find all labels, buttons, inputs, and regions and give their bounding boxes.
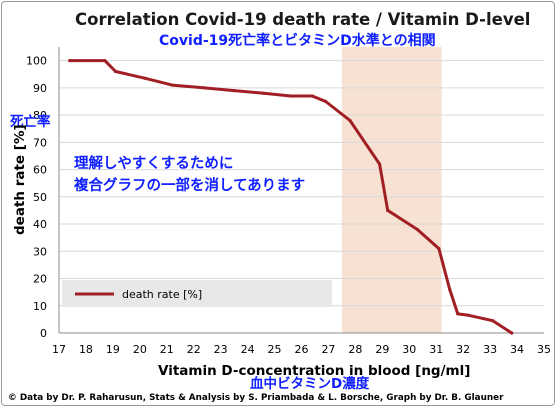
y-tick-labels: 0 10 20 30 40 50 60 70 80 90 100 — [26, 55, 47, 340]
data-point — [378, 162, 382, 166]
chart-subtitle-jp: Covid-19死亡率とビタミンD水準との相関 — [159, 32, 436, 49]
annotation-line-2: 複合グラフの一部を消してあります — [73, 176, 305, 194]
y-tick-label: 60 — [33, 164, 47, 177]
data-point — [114, 69, 118, 74]
data-point — [170, 83, 174, 87]
x-tick-label: 34 — [510, 343, 524, 356]
data-point — [348, 118, 352, 123]
y-tick-label: 20 — [33, 273, 47, 286]
x-tick-label: 18 — [79, 343, 93, 356]
x-tick-label: 30 — [402, 343, 416, 356]
y-tick-label: 90 — [33, 82, 47, 95]
x-tick-label: 17 — [52, 343, 66, 356]
data-point — [491, 319, 495, 323]
annotation-line-1: 理解しやすくするために — [74, 154, 233, 172]
x-axis-title: Vitamin D-concentration in blood [ng/ml] — [158, 363, 470, 379]
data-point — [143, 76, 147, 80]
x-tick-label: 22 — [187, 343, 201, 356]
y-axis-label-jp: 死亡率 — [9, 113, 51, 130]
x-tick-label: 32 — [456, 343, 470, 356]
x-tick-label: 27 — [321, 343, 335, 356]
data-point — [437, 247, 441, 251]
y-tick-label: 80 — [33, 109, 47, 122]
x-axis-label-jp: 血中ビタミンD濃度 — [250, 375, 370, 392]
data-point — [448, 287, 452, 291]
x-tick-label: 35 — [537, 343, 551, 356]
legend-label: death rate [%] — [122, 288, 202, 301]
data-point — [415, 227, 419, 232]
x-tick-label: 29 — [375, 343, 389, 356]
y-tick-label: 10 — [33, 300, 47, 313]
data-point — [289, 94, 293, 98]
credit-line: © Data by Dr. P. Raharusun, Stats & Anal… — [8, 393, 504, 403]
y-gridlines — [59, 60, 544, 307]
y-tick-label: 0 — [40, 327, 47, 340]
series-group — [68, 59, 514, 335]
x-tick-label: 31 — [429, 343, 443, 356]
data-point — [310, 94, 314, 98]
y-axis-title: death rate [%] — [12, 124, 28, 235]
data-point — [262, 91, 266, 95]
data-point — [386, 208, 390, 212]
data-point — [510, 331, 514, 335]
data-point — [103, 59, 107, 63]
data-point — [456, 312, 460, 316]
y-tick-label: 100 — [26, 55, 47, 68]
y-tick-label: 70 — [33, 136, 47, 149]
x-tick-labels: 17 18 19 20 21 22 23 24 25 26 27 28 29 30 31 32 33 34 35 — [52, 343, 551, 356]
x-tick-label: 19 — [106, 343, 120, 356]
x-tick-label: 20 — [133, 343, 147, 356]
x-tick-label: 23 — [214, 343, 228, 356]
x-tick-label: 26 — [295, 343, 309, 356]
data-point — [202, 86, 207, 90]
data-point — [68, 59, 72, 63]
x-tick-label: 28 — [348, 343, 362, 356]
highlight-band — [341, 47, 442, 333]
y-tick-label: 30 — [33, 245, 47, 258]
x-tick-label: 25 — [268, 343, 282, 356]
data-point — [467, 313, 471, 317]
x-tick-label: 21 — [160, 343, 174, 356]
data-point — [324, 99, 328, 104]
x-tick-label: 24 — [241, 343, 255, 356]
x-tick-label: 33 — [483, 343, 497, 356]
y-tick-label: 50 — [33, 191, 47, 204]
data-point — [232, 89, 236, 93]
y-tick-label: 40 — [33, 218, 47, 231]
chart-title: Correlation Covid-19 death rate / Vitami… — [75, 10, 530, 29]
